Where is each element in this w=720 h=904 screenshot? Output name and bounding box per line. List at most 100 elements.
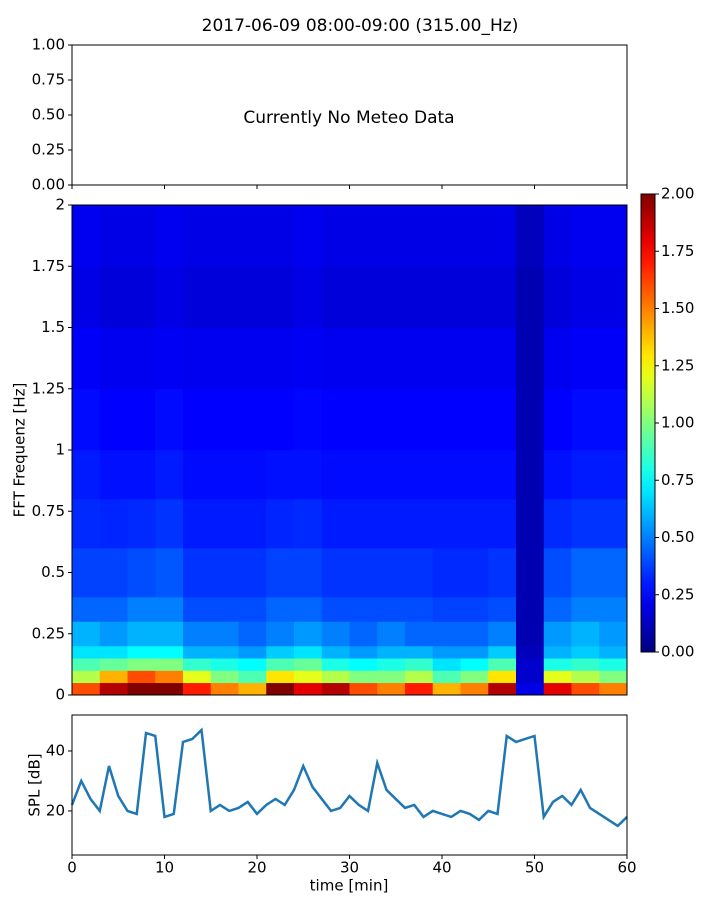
heatmap-cell	[321, 388, 350, 451]
heatmap-cell	[571, 658, 600, 671]
heatmap-cell	[349, 621, 378, 647]
heatmap-cell	[238, 450, 267, 500]
y-tick-label: 0.25	[32, 141, 65, 159]
heatmap-cell	[460, 266, 489, 328]
heatmap-cell	[99, 548, 128, 598]
heatmap-cell	[266, 499, 295, 549]
colorbar-tick-label: 0.75	[661, 471, 694, 489]
heatmap-cell	[432, 597, 461, 622]
heatmap-cell	[599, 548, 628, 598]
heatmap-cell	[183, 621, 212, 647]
heatmap-cell	[210, 205, 239, 267]
y-tick-label: 1	[55, 441, 65, 459]
heatmap-cell	[210, 388, 239, 451]
heatmap-cell	[266, 548, 295, 598]
heatmap-cell	[183, 658, 212, 671]
x-tick-label: 40	[432, 859, 451, 877]
heatmap-cell	[99, 682, 128, 696]
heatmap-cell	[571, 388, 600, 451]
heatmap-cell	[183, 646, 212, 659]
y-axis-label: FFT Frequenz [Hz]	[11, 383, 29, 518]
heatmap-cell	[516, 670, 545, 684]
colorbar-tick-label: 1.25	[661, 356, 694, 374]
heatmap-cell	[460, 327, 489, 390]
heatmap-cell	[460, 548, 489, 598]
heatmap-cell	[72, 621, 101, 647]
heatmap-cell	[321, 327, 350, 390]
heatmap-cell	[460, 499, 489, 549]
heatmap-cell	[405, 388, 434, 451]
heatmap-cell	[488, 658, 517, 671]
heatmap-cell	[127, 450, 156, 500]
heatmap-cell	[405, 266, 434, 328]
heatmap-cell	[72, 597, 101, 622]
heatmap-cell	[266, 266, 295, 328]
heatmap-cell	[488, 499, 517, 549]
heatmap-cell	[127, 658, 156, 671]
heatmap-cell	[599, 266, 628, 328]
heatmap-cell	[127, 499, 156, 549]
heatmap-cell	[266, 205, 295, 267]
heatmap-cell	[238, 646, 267, 659]
heatmap-cell	[432, 499, 461, 549]
heatmap-cell	[571, 682, 600, 696]
heatmap-cell	[377, 682, 406, 696]
axes-frame	[71, 714, 628, 856]
heatmap-cell	[72, 499, 101, 549]
heatmap-cell	[516, 450, 545, 500]
heatmap-cell	[460, 658, 489, 671]
heatmap-cell	[72, 548, 101, 598]
heatmap-cell	[321, 621, 350, 647]
heatmap-cell	[155, 388, 184, 451]
heatmap-cell	[72, 682, 101, 696]
heatmap-cell	[516, 682, 545, 696]
heatmap-cell	[72, 205, 101, 267]
heatmap-cell	[127, 670, 156, 684]
heatmap-cell	[599, 621, 628, 647]
heatmap-cell	[432, 266, 461, 328]
heatmap-cell	[405, 682, 434, 696]
heatmap-cell	[238, 658, 267, 671]
heatmap-cell	[266, 327, 295, 390]
heatmap-cell	[405, 658, 434, 671]
heatmap-cell	[488, 548, 517, 598]
heatmap-cell	[349, 266, 378, 328]
heatmap-cell	[432, 682, 461, 696]
heatmap-cell	[432, 670, 461, 684]
heatmap-cell	[183, 682, 212, 696]
title: 2017-06-09 08:00-09:00 (315.00_Hz)	[202, 16, 519, 36]
heatmap-cell	[294, 450, 323, 500]
heatmap-cell	[543, 266, 572, 328]
heatmap-cell	[183, 499, 212, 549]
heatmap-cell	[155, 327, 184, 390]
heatmap-cell	[460, 205, 489, 267]
heatmap-cell	[460, 670, 489, 684]
heatmap-cell	[127, 597, 156, 622]
x-tick-label: 50	[525, 859, 544, 877]
heatmap-cell	[321, 266, 350, 328]
heatmap-cell	[294, 597, 323, 622]
heatmap-cell	[210, 266, 239, 328]
heatmap-cell	[460, 682, 489, 696]
heatmap-cell	[349, 327, 378, 390]
heatmap-cell	[377, 621, 406, 647]
y-tick-label: 1.5	[41, 318, 65, 336]
heatmap-cell	[238, 266, 267, 328]
y-tick-label: 0	[55, 686, 65, 704]
heatmap-cell	[238, 205, 267, 267]
heatmap-cell	[238, 548, 267, 598]
heatmap-cell	[571, 621, 600, 647]
heatmap-cell	[294, 658, 323, 671]
y-tick-label: 40	[46, 741, 65, 759]
heatmap-cell	[321, 670, 350, 684]
heatmap-cell	[516, 646, 545, 659]
colorbar-tick-label: 1.75	[661, 242, 694, 260]
heatmap-cell	[155, 266, 184, 328]
heatmap-cell	[99, 499, 128, 549]
heatmap-cell	[183, 597, 212, 622]
heatmap-cell	[321, 646, 350, 659]
heatmap-cell	[543, 450, 572, 500]
heatmap-cell	[349, 646, 378, 659]
heatmap-cell	[99, 388, 128, 451]
heatmap-cell	[72, 327, 101, 390]
